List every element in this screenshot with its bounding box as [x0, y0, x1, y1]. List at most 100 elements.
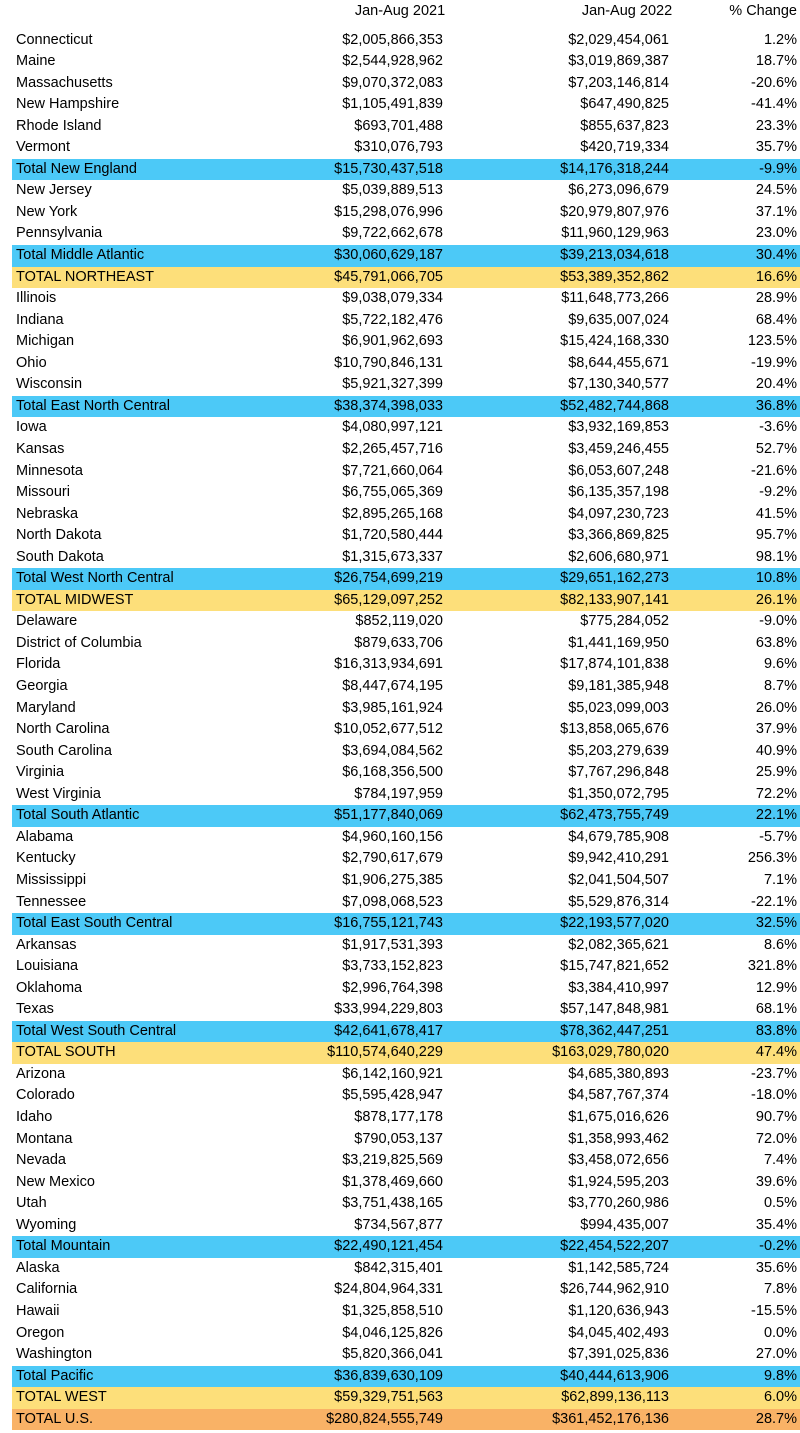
cell-value: $7,098,068,523 — [342, 893, 443, 910]
cell-value: $693,701,488 — [354, 117, 443, 134]
cell-value: $15,747,821,652 — [560, 958, 669, 975]
row-label: Montana — [16, 1130, 73, 1147]
cell-value: $10,790,846,131 — [334, 354, 443, 371]
row-label: Wyoming — [16, 1216, 77, 1233]
cell-value: -15.5% — [751, 1302, 797, 1319]
row-label: New York — [16, 203, 78, 220]
cell-value: $842,315,401 — [354, 1259, 443, 1276]
cell-value: $36,839,630,109 — [334, 1367, 443, 1384]
cell-value: $14,176,318,244 — [560, 160, 669, 177]
cell-value: 22.1% — [755, 807, 797, 824]
cell-value: 10.8% — [755, 570, 797, 587]
cell-value: $1,325,858,510 — [342, 1302, 443, 1319]
cell-value: $1,917,531,393 — [342, 936, 443, 953]
cell-value: 98.1% — [755, 548, 797, 565]
cell-value: $6,273,096,679 — [568, 182, 669, 199]
cell-value: -3.6% — [759, 419, 797, 436]
cell-value: $2,895,265,168 — [342, 505, 443, 522]
cell-value: $2,996,764,398 — [342, 979, 443, 996]
row-highlight — [12, 1408, 800, 1431]
cell-value: $4,045,402,493 — [568, 1324, 669, 1341]
cell-value: $7,203,146,814 — [568, 74, 669, 91]
cell-value: $310,076,793 — [354, 139, 443, 156]
cell-value: -18.0% — [751, 1087, 797, 1104]
row-label: New Mexico — [16, 1173, 95, 1190]
row-label: Total West South Central — [16, 1022, 177, 1039]
cell-value: $6,135,357,198 — [568, 484, 669, 501]
row-label: Mississippi — [16, 871, 87, 888]
row-label: Alabama — [16, 828, 74, 845]
row-label: Vermont — [16, 139, 70, 156]
cell-value: 40.9% — [755, 742, 797, 759]
cell-value: 1.2% — [763, 31, 797, 48]
cell-value: $22,193,577,020 — [560, 915, 669, 932]
row-label: South Dakota — [16, 548, 104, 565]
cell-value: 83.8% — [755, 1022, 797, 1039]
cell-value: 95.7% — [755, 527, 797, 544]
row-label: Pennsylvania — [16, 225, 103, 242]
cell-value: $879,633,706 — [354, 634, 443, 651]
row-label: Missouri — [16, 484, 70, 501]
cell-value: $7,721,660,064 — [342, 462, 443, 479]
cell-value: 47.4% — [755, 1044, 797, 1061]
row-label: Iowa — [16, 419, 47, 436]
cell-value: $1,142,585,724 — [568, 1259, 669, 1276]
row-label: California — [16, 1281, 78, 1298]
row-label: TOTAL WEST — [16, 1389, 107, 1406]
cell-value: $4,679,785,908 — [568, 828, 669, 845]
cell-value: $40,444,613,906 — [560, 1367, 669, 1384]
cell-value: $5,023,099,003 — [568, 699, 669, 716]
row-label: Colorado — [16, 1087, 75, 1104]
row-highlight — [12, 568, 800, 590]
cell-value: 7.1% — [763, 871, 797, 888]
cell-value: $16,755,121,743 — [334, 915, 443, 932]
cell-value: -9.9% — [759, 160, 797, 177]
cell-value: $3,694,084,562 — [342, 742, 443, 759]
cell-value: -21.6% — [751, 462, 797, 479]
cell-value: 32.5% — [755, 915, 797, 932]
row-label: Kansas — [16, 440, 65, 457]
cell-value: 0.5% — [763, 1195, 797, 1212]
cell-value: $11,960,129,963 — [561, 225, 669, 242]
row-label: New Hampshire — [16, 96, 120, 113]
cell-value: 39.6% — [755, 1173, 797, 1190]
cell-value: 0.0% — [763, 1324, 797, 1341]
cell-value: $790,053,137 — [354, 1130, 443, 1147]
row-label: Indiana — [16, 311, 64, 328]
cell-value: $29,651,162,273 — [560, 570, 669, 587]
cell-value: 25.9% — [755, 764, 797, 781]
cell-value: -5.7% — [759, 828, 797, 845]
cell-value: $10,052,677,512 — [334, 721, 443, 738]
cell-value: -19.9% — [751, 354, 797, 371]
cell-value: $4,097,230,723 — [568, 505, 669, 522]
cell-value: $2,082,365,621 — [568, 936, 669, 953]
row-highlight — [12, 1236, 800, 1258]
cell-value: $1,441,169,950 — [568, 634, 669, 651]
row-label: Oregon — [16, 1324, 65, 1341]
row-label: Nebraska — [16, 505, 79, 522]
row-label: Louisiana — [16, 958, 79, 975]
cell-value: 9.6% — [763, 656, 797, 673]
cell-value: $775,284,052 — [580, 613, 669, 630]
row-highlight — [12, 1042, 800, 1064]
cell-value: $9,070,372,083 — [342, 74, 443, 91]
cell-value: $22,454,522,207 — [560, 1238, 669, 1255]
cell-value: $852,119,020 — [355, 613, 443, 630]
cell-value: 41.5% — [755, 505, 797, 522]
cell-value: $5,921,327,399 — [342, 376, 443, 393]
cell-value: $1,924,595,203 — [568, 1173, 669, 1190]
cell-value: 68.4% — [755, 311, 797, 328]
cell-value: $784,197,959 — [354, 785, 443, 802]
row-label: Arizona — [16, 1065, 66, 1082]
cell-value: 30.4% — [755, 247, 797, 263]
cell-value: $6,901,962,693 — [342, 333, 443, 350]
row-label: Rhode Island — [16, 117, 102, 134]
row-label: Tennessee — [16, 893, 87, 910]
cell-value: $4,046,125,826 — [342, 1324, 443, 1341]
cell-value: $3,366,869,825 — [568, 527, 669, 544]
cell-value: 37.1% — [755, 203, 797, 220]
cell-value: 8.6% — [763, 936, 797, 953]
cell-value: 72.0% — [755, 1130, 797, 1147]
row-label: Illinois — [16, 290, 57, 307]
cell-value: $3,459,246,455 — [568, 440, 669, 457]
